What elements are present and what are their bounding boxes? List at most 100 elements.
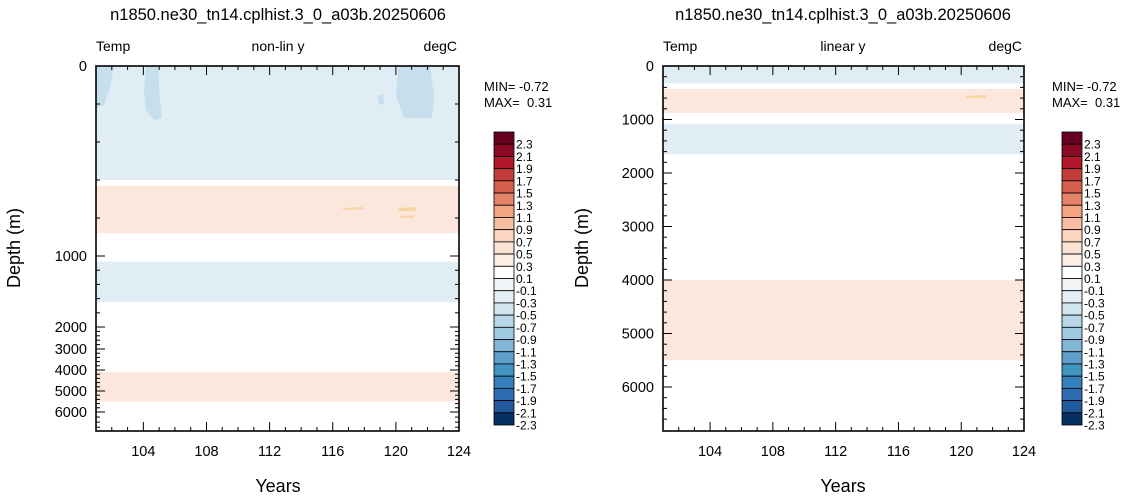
colorbar-swatch [493,278,515,292]
contour-patch [96,66,114,108]
y-tick-label: 1000 [622,113,654,129]
y-tick-label: 2000 [622,166,654,182]
x-tick-label: 104 [131,444,155,460]
units-label: degC [989,38,1022,54]
y-tick-label: 3000 [55,342,87,358]
y-tick-label: 4000 [55,363,87,379]
colorbar-label: -1.9 [1084,394,1105,408]
y-tick-label: 1000 [55,249,87,265]
colorbar-swatch [1061,265,1083,279]
colorbar-label: 0.7 [516,235,533,249]
colorbar-swatch [1061,229,1083,243]
colorbar-label: -1.7 [1084,382,1105,396]
colorbar-label: 1.5 [516,187,533,201]
data-band [663,360,1024,428]
colorbar-label: -1.3 [1084,357,1105,371]
colorbar-swatch [1061,168,1083,182]
colorbar-swatch [493,217,515,231]
data-band [663,280,1024,361]
data-band [96,401,459,431]
x-axis-label: Years [820,476,865,496]
colorbar-label: 1.3 [1084,199,1101,213]
colorbar-swatch [493,400,515,414]
colorbar-label: -0.3 [1084,296,1105,310]
colorbar-label: 2.3 [516,138,533,152]
colorbar-label: -0.9 [516,333,537,347]
data-band [663,113,1024,124]
y-tick-label: 0 [79,59,87,75]
colorbar-label: 0.3 [516,260,533,274]
x-tick-label: 120 [949,444,973,460]
colorbar-swatch [1061,156,1083,170]
colorbar-swatch [1061,217,1083,231]
y-tick-label: 5000 [622,327,654,343]
colorbar-swatch [493,156,515,170]
scale-label: linear y [820,38,865,54]
colorbar-swatch [1061,326,1083,340]
x-axis-label: Years [255,476,300,496]
colorbar-swatch [493,180,515,194]
plot-frame [95,65,460,432]
colorbar-label: -0.3 [516,296,537,310]
colorbar-label: -1.1 [516,345,537,359]
colorbar-label: 0.5 [516,248,533,262]
x-tick-label: 116 [321,444,344,460]
colorbar-swatch [493,290,515,304]
y-tick-label: 5000 [55,384,87,400]
colorbar-swatch [1061,375,1083,389]
x-tick-label: 108 [194,444,218,460]
x-tick-label: 104 [698,444,722,460]
colorbar-swatch [493,131,515,145]
colorbar-label: 1.1 [516,211,533,225]
y-tick-label: 2000 [55,320,87,336]
data-band [96,372,459,402]
colorbar-label: -1.5 [516,370,537,384]
y-axis-label: Depth (m) [572,208,592,288]
x-tick-label: 124 [447,444,471,460]
data-band [663,83,1024,90]
colorbar-label: 0.1 [1084,272,1101,286]
colorbar-swatch [493,168,515,182]
chart-title: n1850.ne30_tn14.cplhist.3_0_a03b.2025060… [675,6,1011,24]
colorbar-swatch [493,302,515,316]
colorbar-swatch [1061,204,1083,218]
colorbar-label: 1.7 [1084,174,1101,188]
colorbar-label: -1.5 [1084,370,1105,384]
units-label: degC [424,38,457,54]
colorbar-label: 1.3 [516,199,533,213]
colorbar-label: 2.1 [1084,150,1101,164]
colorbar-swatch [1061,314,1083,328]
x-tick-label: 116 [887,444,910,460]
y-tick-label: 6000 [55,405,87,421]
colorbar-swatch [493,229,515,243]
y-tick-label: 3000 [622,220,654,236]
colorbar-label: -2.3 [1084,419,1105,433]
data-band [96,180,459,186]
colorbar-swatch [493,192,515,206]
colorbar-label: 0.3 [1084,260,1101,274]
data-band [96,233,459,262]
data-band [663,66,1024,84]
contour-patch [396,66,434,118]
x-tick-label: 112 [258,444,281,460]
data-band [663,89,1024,114]
contour-streak [398,207,416,211]
colorbar-swatch [493,204,515,218]
colorbar-label: -0.1 [1084,284,1105,298]
colorbar-swatch [493,375,515,389]
colorbar-swatch [1061,131,1083,145]
colorbar-swatch [1061,180,1083,194]
colorbar-swatch [1061,192,1083,206]
colorbar-swatch [493,339,515,353]
colorbar-swatch [493,241,515,255]
colorbar-label: 1.9 [1084,162,1101,176]
y-tick-label: 6000 [622,380,654,396]
data-band [663,123,1024,155]
colorbar-swatch [1061,278,1083,292]
data-band [96,302,459,373]
colorbar-label: -1.9 [516,394,537,408]
colorbar-label: -2.1 [1084,406,1105,420]
colorbar-label: 0.9 [1084,223,1101,237]
colorbar-label: 1.1 [1084,211,1101,225]
colorbar-label: -0.5 [1084,309,1105,323]
